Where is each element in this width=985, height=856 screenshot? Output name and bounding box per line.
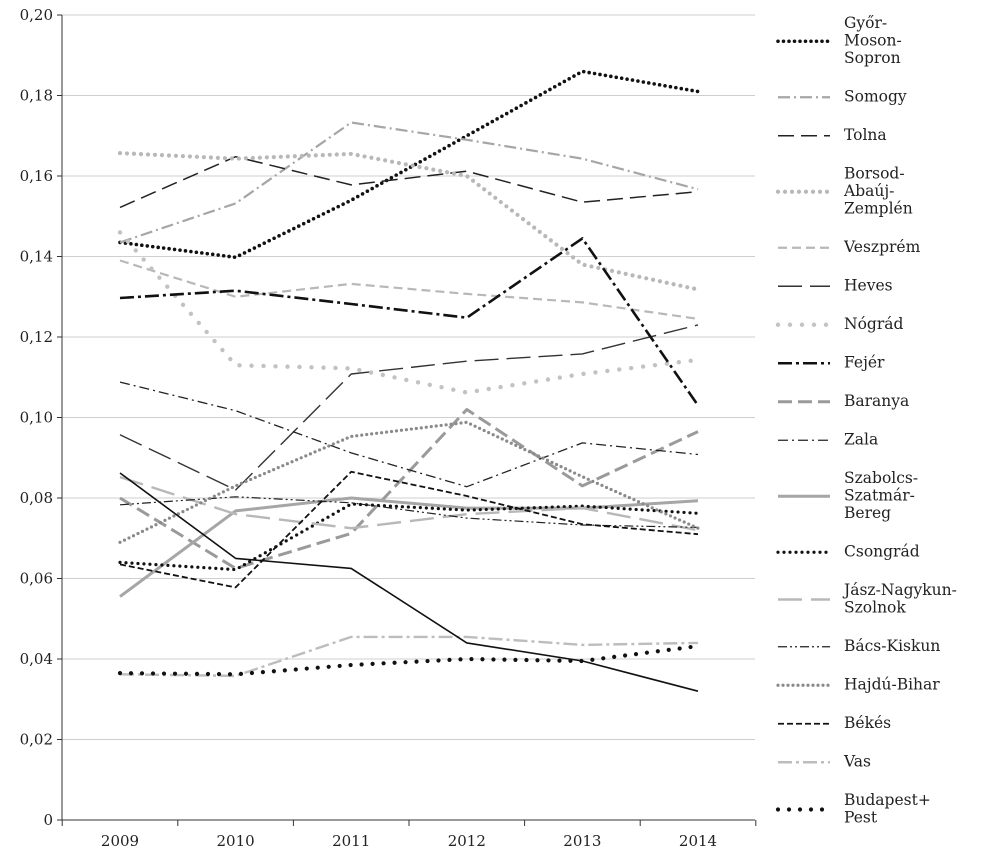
series-line-fej-r: [120, 238, 698, 405]
x-tick-label: 2009: [101, 832, 139, 850]
legend-label: Veszprém: [843, 238, 921, 256]
series-line-hajd-bihar: [120, 422, 698, 542]
legend-label: Sopron: [844, 49, 901, 67]
legend-label: Borsod-: [844, 165, 905, 183]
x-tick-label: 2010: [217, 832, 255, 850]
legend-label: Zala: [844, 431, 878, 449]
series-lines: [120, 71, 698, 691]
series-line-vas: [120, 637, 698, 676]
y-tick-label: 0,12: [20, 328, 53, 346]
series-line-somogy: [120, 123, 698, 243]
legend-label: Bereg: [844, 504, 891, 522]
legend-label: Nógrád: [844, 315, 903, 333]
y-tick-label: 0,08: [20, 489, 53, 507]
y-tick-labels: 0 0,02 0,04 0,06 0,08 0,10 0,12 0,14 0,16 0,18 0,2…: [20, 6, 62, 829]
y-tick-label: 0: [43, 811, 53, 829]
gridlines: [62, 15, 755, 740]
y-tick-label: 0,02: [20, 731, 53, 749]
legend-label: Bács-Kiskun: [844, 637, 940, 655]
legend-label: Abaúj-: [843, 182, 894, 200]
y-tick-label: 0,14: [20, 248, 53, 266]
legend-label: Tolna: [844, 126, 887, 144]
y-tick-label: 0,20: [20, 6, 53, 24]
legend: Győr-Moson-Sopron Somogy Tolna Borsod-Abaúj…: [778, 14, 957, 827]
y-tick-label: 0,04: [20, 650, 53, 668]
legend-label: Csongrád: [844, 543, 920, 561]
series-line-gy-r-moson-sopron: [120, 71, 698, 257]
legend-label: Somogy: [844, 88, 907, 106]
x-tick-label: 2011: [332, 832, 370, 850]
y-tick-label: 0,18: [20, 87, 53, 105]
series-line-heves: [120, 325, 698, 490]
y-tick-label: 0,06: [20, 570, 53, 588]
x-tick-label: 2014: [679, 832, 717, 850]
legend-label: Szabolcs-: [844, 469, 918, 487]
legend-label: Szatmár-: [844, 487, 915, 505]
legend-label: Győr-: [844, 14, 887, 32]
legend-label: Budapest+: [844, 791, 931, 809]
legend-label: Baranya: [844, 392, 909, 410]
series-line-tolna: [120, 157, 698, 208]
legend-label: Fejér: [844, 354, 885, 372]
x-tick-label: 2013: [563, 832, 601, 850]
legend-label: Hajdú-Bihar: [844, 676, 940, 694]
y-tick-label: 0,16: [20, 167, 53, 185]
legend-label: Heves: [844, 277, 893, 295]
legend-label: Moson-: [844, 32, 902, 50]
legend-label: Szolnok: [844, 599, 906, 617]
series-line-budapest-pest: [120, 646, 698, 674]
legend-label: Pest: [844, 809, 878, 827]
legend-label: Zemplén: [844, 200, 913, 218]
x-tick-labels: 2009 2010 2011 2012 2013 2014: [62, 820, 756, 850]
legend-label: Jász-Nagykun-: [842, 581, 957, 599]
legend-label: Vas: [843, 753, 871, 771]
x-tick-label: 2012: [448, 832, 486, 850]
legend-label: Békés: [844, 714, 891, 732]
y-tick-label: 0,10: [20, 409, 53, 427]
series-line-borsod-aba-j-zempl-n: [120, 153, 698, 289]
